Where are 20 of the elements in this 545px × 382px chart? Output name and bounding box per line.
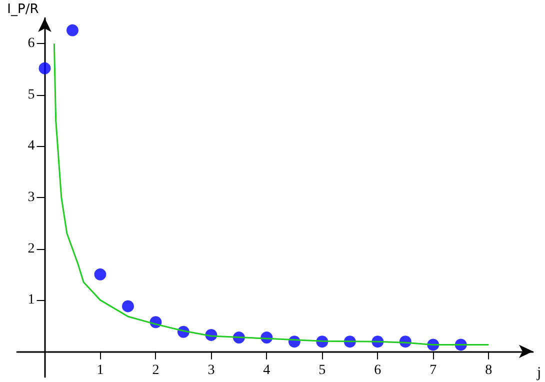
x-axis-title: j [536,364,542,381]
point [66,24,78,36]
y-tick-label: 5 [28,87,35,102]
y-tick-label: 2 [28,241,35,256]
y-tick-label: 6 [28,36,35,52]
y-axis-title: I_P/R [7,2,39,17]
y-tick-label: 1 [28,292,35,308]
x-tick-label: 7 [430,362,437,378]
x-tick-label: 1 [96,362,104,378]
x-tick-label: 5 [318,362,326,378]
x-tick-label: 8 [485,362,492,378]
x-tick-label: 3 [208,362,215,378]
y-tick-label: 4 [28,138,35,154]
y-tick-label: 3 [28,190,35,205]
point [38,62,51,74]
point [94,268,106,280]
x-tick-label: 6 [374,362,382,378]
x-tick-label: 4 [263,362,270,378]
point [122,300,134,312]
x-tick-label: 2 [152,362,160,378]
